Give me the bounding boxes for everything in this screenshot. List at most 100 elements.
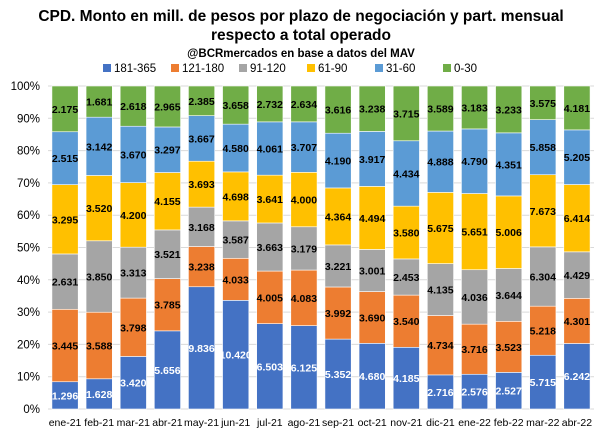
bar-segment xyxy=(188,286,216,410)
data-label: 5.656 xyxy=(154,365,180,377)
data-label: 3.540 xyxy=(393,316,419,328)
bar-segment xyxy=(461,323,489,375)
y-tick-label: 10% xyxy=(17,372,40,384)
data-label: 3.521 xyxy=(154,249,180,261)
data-label: 4.680 xyxy=(359,371,385,383)
bar-segment xyxy=(392,85,420,142)
data-label: 3.588 xyxy=(86,341,112,353)
bar-segment xyxy=(324,338,352,410)
bar-segment xyxy=(324,85,352,134)
bar-segment xyxy=(85,116,113,176)
bar-segment xyxy=(529,85,557,120)
bar-segment xyxy=(85,311,113,380)
bar-segment xyxy=(358,85,386,132)
legend-label: 121-180 xyxy=(182,63,224,75)
y-tick-label: 80% xyxy=(17,146,40,158)
bar-segment xyxy=(51,308,79,383)
bar-segment xyxy=(153,85,181,128)
legend: 181-365 121-180 91-120 61-90 31-60 0-30 xyxy=(103,63,477,75)
data-label: 3.992 xyxy=(325,308,351,320)
bar-segment xyxy=(290,85,318,123)
bar-segment xyxy=(563,251,591,299)
data-label: 3.693 xyxy=(188,179,214,191)
y-tick-label: 100% xyxy=(11,81,40,93)
bar-segment xyxy=(461,373,489,410)
bar-segment xyxy=(392,205,420,260)
data-label: 3.238 xyxy=(188,262,214,274)
x-tick-label: mar-21 xyxy=(117,417,150,429)
bar-segment xyxy=(222,123,250,173)
data-label: 4.580 xyxy=(223,143,249,155)
data-label: 4.790 xyxy=(461,156,487,168)
bar-segment xyxy=(290,226,318,271)
legend-swatch xyxy=(171,64,179,72)
bar-segment xyxy=(85,85,113,118)
bar-segment xyxy=(256,222,284,272)
y-axis: 0% 10% 20% 30% 40% 50% 60% 70% 80% 90% 100% xyxy=(11,81,40,416)
data-label: 1.681 xyxy=(86,97,112,109)
data-label: 3.589 xyxy=(427,104,453,116)
bar-segment xyxy=(85,175,113,242)
data-label: 5.352 xyxy=(325,369,351,381)
bar-segment xyxy=(256,85,284,123)
data-label: 3.850 xyxy=(86,272,112,284)
data-label: 3.445 xyxy=(52,341,78,353)
data-label: 4.190 xyxy=(325,156,351,168)
legend-swatch xyxy=(307,64,315,72)
bar-segment xyxy=(563,129,591,185)
y-tick-label: 50% xyxy=(17,243,40,255)
y-tick-label: 0% xyxy=(23,404,40,416)
data-label: 2.385 xyxy=(188,96,214,108)
x-axis: ene-21 feb-21 mar-21 abr-21 may-21 jun-21 jul-… xyxy=(49,417,593,429)
x-tick-label: feb-22 xyxy=(494,417,524,429)
bar-segment xyxy=(529,305,557,356)
data-label: 4.036 xyxy=(461,292,487,304)
bar-segment xyxy=(119,182,147,248)
bar-segment xyxy=(256,121,284,176)
bar-segment xyxy=(358,343,386,410)
bar-segment xyxy=(426,315,454,376)
bar-segment xyxy=(495,132,523,197)
data-label: 6.125 xyxy=(291,362,317,374)
bar-segment xyxy=(324,244,352,288)
data-label: 3.179 xyxy=(291,243,317,255)
data-label: 2.965 xyxy=(154,101,180,113)
data-label: 2.453 xyxy=(393,272,419,284)
data-label: 5.205 xyxy=(564,152,590,164)
data-label: 4.301 xyxy=(564,316,590,328)
data-label: 4.185 xyxy=(393,373,419,385)
data-label: 3.221 xyxy=(325,261,351,273)
bar-segment xyxy=(495,321,523,373)
data-label: 3.715 xyxy=(393,108,419,120)
data-label: 3.587 xyxy=(223,235,249,247)
data-label: 4.181 xyxy=(564,103,590,115)
bar-segment xyxy=(188,115,216,162)
data-label: 3.520 xyxy=(86,203,112,215)
bar-segment xyxy=(153,229,181,279)
x-tick-label: ene-21 xyxy=(49,417,82,429)
bar-segment xyxy=(290,269,318,326)
data-label: 4.364 xyxy=(325,211,351,223)
bar-segment xyxy=(119,85,147,127)
bar-segment xyxy=(461,128,489,194)
data-label: 4.033 xyxy=(223,274,249,286)
bar-segment xyxy=(358,131,386,187)
x-tick-label: nov-21 xyxy=(390,417,422,429)
bar-segment xyxy=(426,192,454,264)
bar-segment xyxy=(563,298,591,344)
bar-segment xyxy=(153,330,181,410)
legend-label: 91-120 xyxy=(250,63,286,75)
x-tick-label: abr-22 xyxy=(562,417,593,429)
data-label: 4.434 xyxy=(393,168,419,180)
y-tick-label: 20% xyxy=(17,339,40,351)
bar-segment xyxy=(563,184,591,253)
data-label: 2.618 xyxy=(120,101,146,113)
data-label: 3.644 xyxy=(496,290,522,302)
y-tick-label: 30% xyxy=(17,307,40,319)
data-label: 2.527 xyxy=(496,386,522,398)
data-label: 3.420 xyxy=(120,378,146,390)
data-label: 4.734 xyxy=(427,340,453,352)
data-label: 3.917 xyxy=(359,154,385,166)
bar-segment xyxy=(188,160,216,208)
